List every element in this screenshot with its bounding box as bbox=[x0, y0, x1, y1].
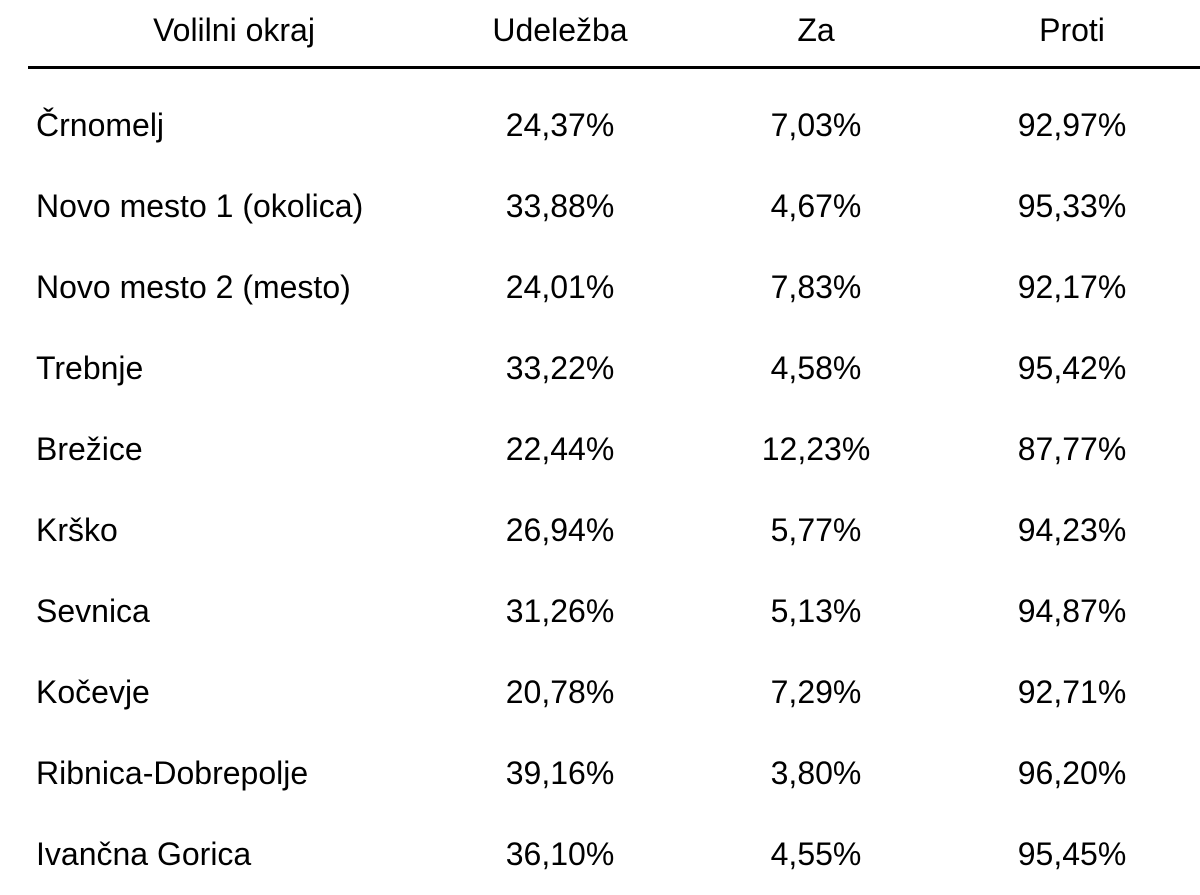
table-row: Sevnica 31,26% 5,13% 94,87% bbox=[0, 571, 1200, 652]
cell-against: 92,71% bbox=[1017, 674, 1127, 710]
cell-turnout: 20,78% bbox=[505, 674, 615, 710]
cell-turnout: 31,26% bbox=[505, 593, 615, 629]
cell-turnout: 36,10% bbox=[505, 836, 615, 872]
cell-against: 95,33% bbox=[1017, 188, 1127, 224]
cell-district: Ivančna Gorica bbox=[36, 836, 252, 872]
cell-against: 92,97% bbox=[1017, 107, 1127, 143]
cell-district: Trebnje bbox=[36, 350, 144, 386]
cell-district: Novo mesto 2 (mesto) bbox=[36, 269, 351, 305]
cell-for: 4,67% bbox=[770, 188, 862, 224]
table-row: Krško 26,94% 5,77% 94,23% bbox=[0, 490, 1200, 571]
header-turnout: Udeležba bbox=[492, 12, 628, 48]
table-row: Kočevje 20,78% 7,29% 92,71% bbox=[0, 652, 1200, 733]
cell-district: Novo mesto 1 (okolica) bbox=[36, 188, 364, 224]
table-row: Novo mesto 2 (mesto) 24,01% 7,83% 92,17% bbox=[0, 247, 1200, 328]
table-row: Ribnica-Dobrepolje 39,16% 3,80% 96,20% bbox=[0, 733, 1200, 814]
cell-turnout: 26,94% bbox=[505, 512, 615, 548]
header-divider bbox=[28, 66, 1200, 69]
cell-against: 92,17% bbox=[1017, 269, 1127, 305]
cell-turnout: 24,37% bbox=[505, 107, 615, 143]
cell-for: 7,83% bbox=[770, 269, 862, 305]
header-against: Proti bbox=[1039, 12, 1105, 48]
cell-for: 7,29% bbox=[770, 674, 862, 710]
cell-against: 95,45% bbox=[1017, 836, 1127, 872]
cell-for: 5,77% bbox=[770, 512, 862, 548]
cell-turnout: 33,22% bbox=[505, 350, 615, 386]
table-row: Črnomelj 24,37% 7,03% 92,97% bbox=[0, 85, 1200, 166]
cell-against: 95,42% bbox=[1017, 350, 1127, 386]
cell-district: Brežice bbox=[36, 431, 143, 467]
header-for: Za bbox=[797, 12, 835, 48]
cell-for: 7,03% bbox=[770, 107, 862, 143]
cell-for: 4,58% bbox=[770, 350, 862, 386]
table-row: Novo mesto 1 (okolica) 33,88% 4,67% 95,3… bbox=[0, 166, 1200, 247]
cell-turnout: 22,44% bbox=[505, 431, 615, 467]
cell-turnout: 39,16% bbox=[505, 755, 615, 791]
cell-district: Ribnica-Dobrepolje bbox=[36, 755, 309, 791]
cell-against: 94,23% bbox=[1017, 512, 1127, 548]
table-row: Ivančna Gorica 36,10% 4,55% 95,45% bbox=[0, 814, 1200, 895]
cell-turnout: 24,01% bbox=[505, 269, 615, 305]
cell-district: Črnomelj bbox=[36, 107, 165, 143]
cell-district: Kočevje bbox=[36, 674, 150, 710]
cell-against: 87,77% bbox=[1017, 431, 1127, 467]
cell-for: 4,55% bbox=[770, 836, 862, 872]
cell-turnout: 33,88% bbox=[505, 188, 615, 224]
cell-for: 12,23% bbox=[761, 431, 871, 467]
cell-for: 3,80% bbox=[770, 755, 862, 791]
cell-district: Sevnica bbox=[36, 593, 150, 629]
header-district: Volilni okraj bbox=[153, 12, 315, 48]
cell-district: Krško bbox=[36, 512, 118, 548]
table-header-row: Volilni okraj Udeležba Za Proti bbox=[0, 0, 1200, 68]
cell-against: 96,20% bbox=[1017, 755, 1127, 791]
table-row: Brežice 22,44% 12,23% 87,77% bbox=[0, 409, 1200, 490]
table-row: Trebnje 33,22% 4,58% 95,42% bbox=[0, 328, 1200, 409]
cell-for: 5,13% bbox=[770, 593, 862, 629]
cell-against: 94,87% bbox=[1017, 593, 1127, 629]
